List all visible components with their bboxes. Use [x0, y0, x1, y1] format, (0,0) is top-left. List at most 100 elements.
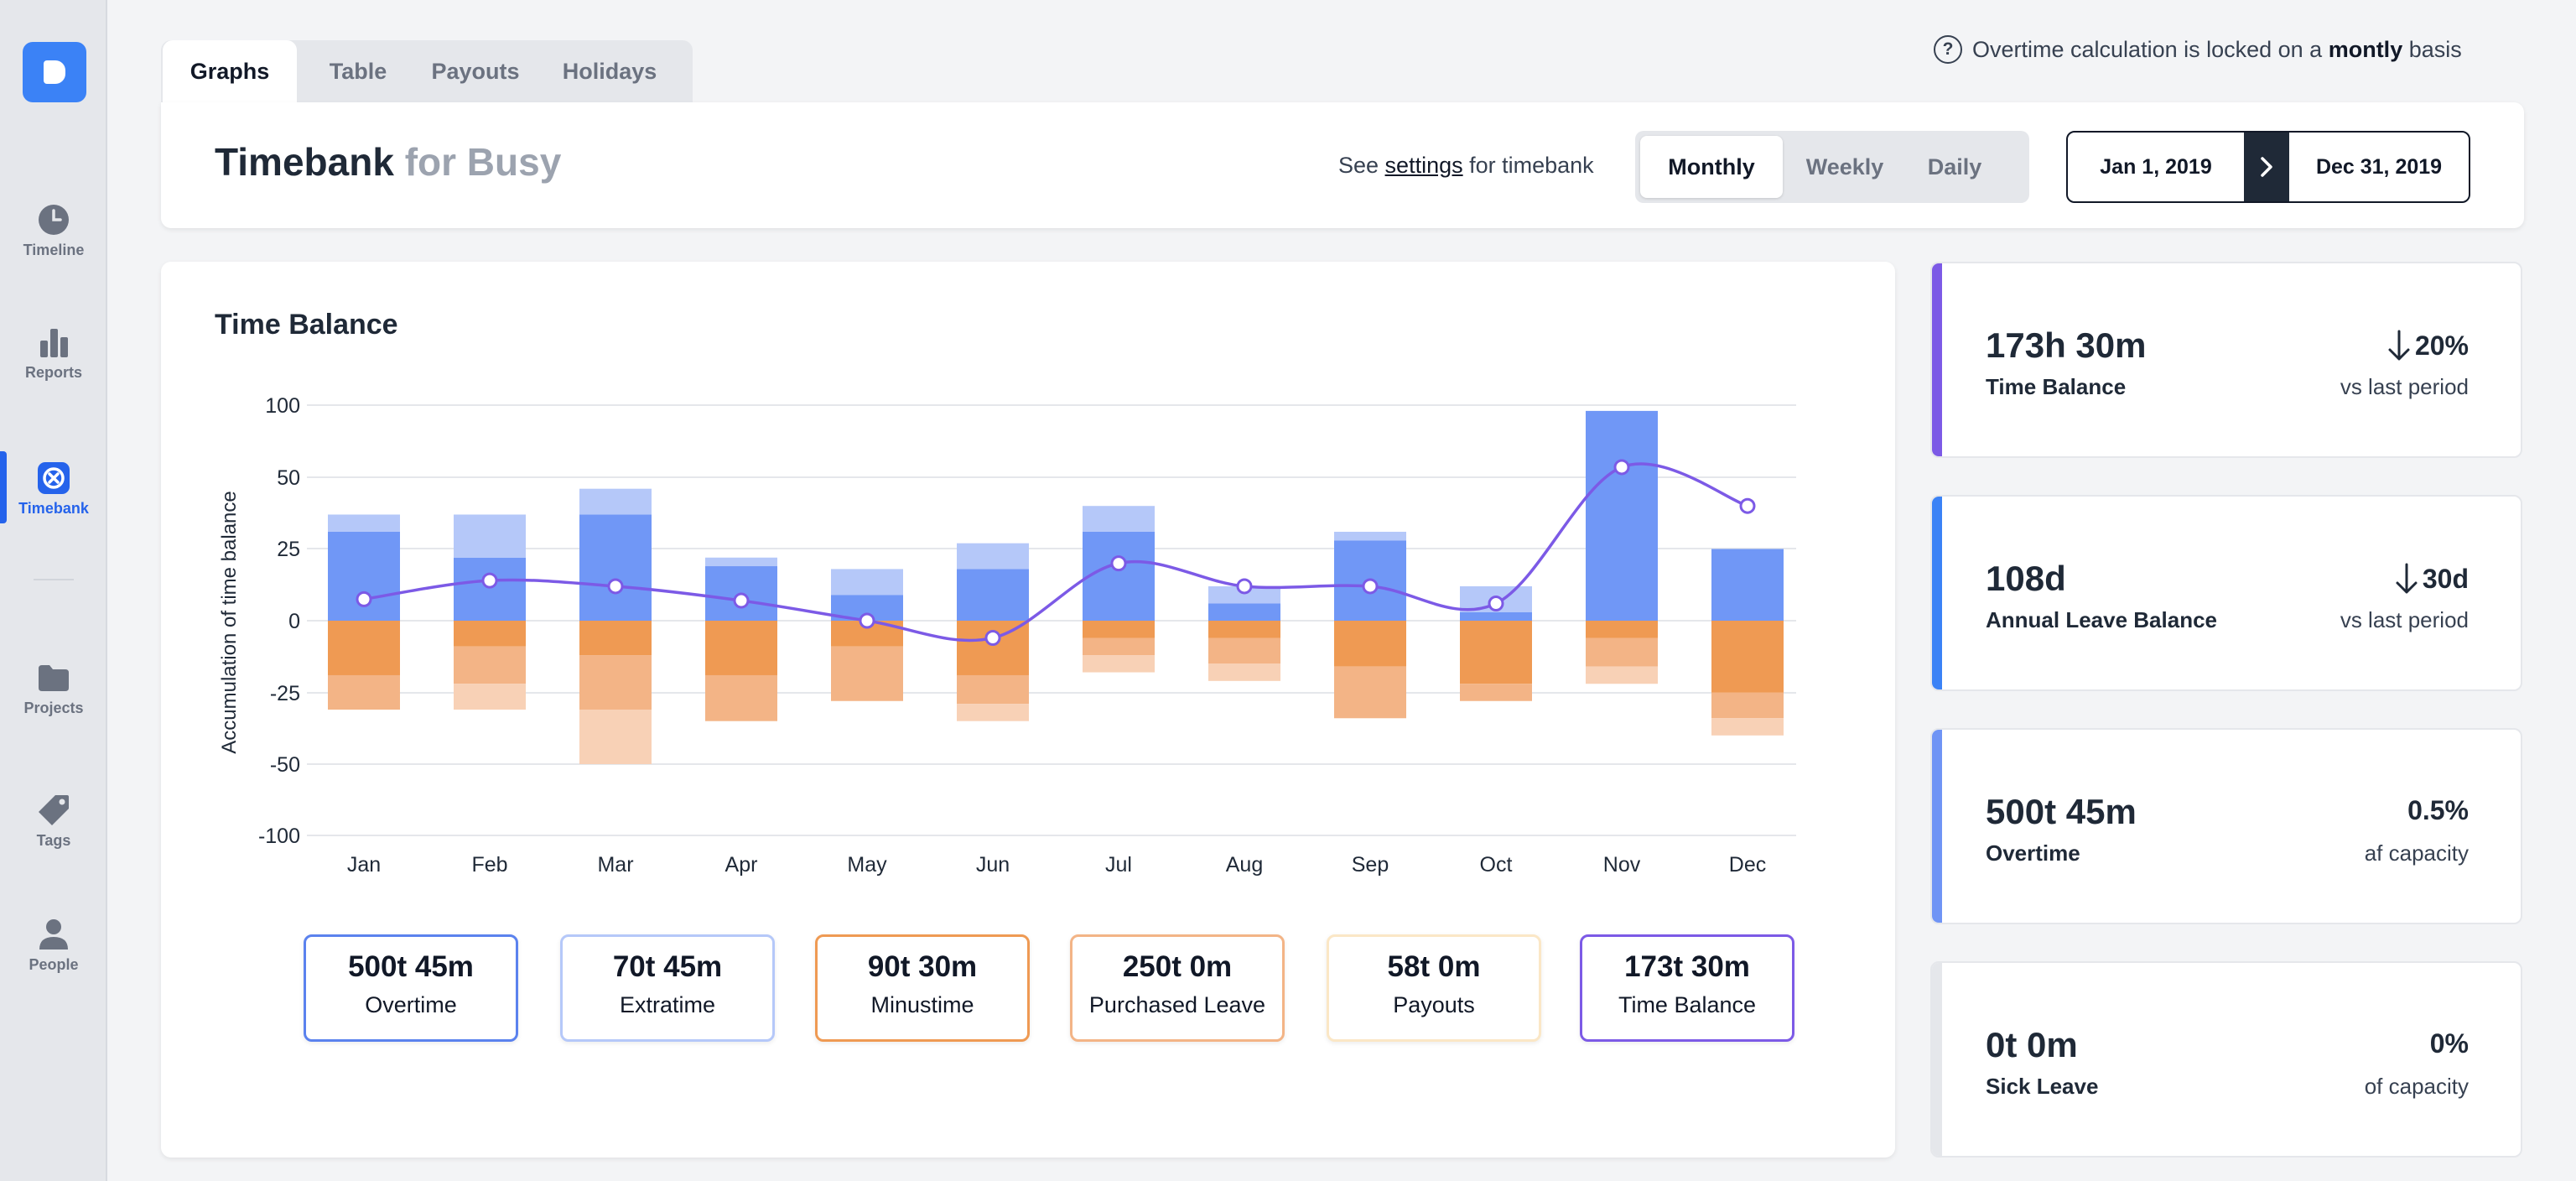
sidebar-item-timebank[interactable]: Timebank — [0, 451, 107, 545]
bar-extratime — [454, 514, 526, 558]
timebank-icon — [38, 462, 70, 494]
time-balance-point — [481, 572, 498, 589]
period-daily-button[interactable]: Daily — [1927, 154, 1982, 179]
legend-minustime[interactable]: 90t 30m Minustime — [815, 934, 1030, 1042]
bar-minustime — [1460, 621, 1532, 684]
tab-graphs[interactable]: Graphs — [163, 40, 297, 102]
time-balance-point — [1110, 555, 1127, 572]
notice-text: Overtime calculation is locked on a — [1972, 36, 2329, 62]
time-balance-point — [859, 612, 875, 629]
bar-purchased-leave — [957, 674, 1029, 705]
bar-overtime — [1460, 611, 1532, 621]
legend-value: 500t 45m — [348, 950, 474, 983]
x-tick-label: Aug — [1226, 853, 1263, 877]
legend-value: 250t 0m — [1122, 950, 1233, 983]
sidebar-item-tags[interactable]: Tags — [0, 785, 107, 877]
legend-label: Overtime — [365, 992, 457, 1017]
tag-icon — [39, 795, 69, 825]
tab-table[interactable]: Table — [329, 59, 387, 84]
time-balance-point — [1362, 578, 1379, 595]
date-end[interactable]: Dec 31, 2019 — [2315, 155, 2443, 179]
logo-icon — [44, 60, 65, 84]
bar-extratime — [328, 514, 400, 532]
bar-purchased-leave — [1208, 637, 1280, 664]
legend-purchased-leave[interactable]: 250t 0m Purchased Leave — [1070, 934, 1285, 1042]
bar-chart-icon — [40, 329, 68, 357]
sidebar-item-label: Timebank — [18, 500, 89, 517]
legend-extratime[interactable]: 70t 45m Extratime — [560, 934, 775, 1042]
bar-minustime — [1711, 621, 1784, 693]
bar-extratime — [1208, 585, 1280, 604]
stat-delta: 30d — [2394, 562, 2469, 596]
tab-payouts[interactable]: Payouts — [431, 59, 520, 84]
overtime-notice: ? Overtime calculation is locked on a mo… — [1934, 35, 2462, 64]
stat-delta: 0% — [2430, 1028, 2469, 1059]
bar-overtime — [957, 569, 1029, 621]
legend-payouts[interactable]: 58t 0m Payouts — [1327, 934, 1541, 1042]
stat-delta-value: 0.5% — [2407, 795, 2469, 825]
x-tick-label: Jan — [347, 853, 381, 877]
legend-overtime[interactable]: 500t 45m Overtime — [304, 934, 518, 1042]
app-logo[interactable] — [23, 42, 86, 102]
stat-delta-value: 0% — [2429, 1028, 2469, 1059]
bar-purchased-leave — [705, 674, 777, 721]
time-balance-point — [1236, 578, 1253, 595]
sidebar-item-label: Timeline — [23, 242, 85, 258]
tab-holidays[interactable]: Holidays — [562, 59, 657, 84]
stat-compare: vs last period — [2340, 607, 2469, 632]
legend-label: Payouts — [1393, 992, 1475, 1017]
date-next-button[interactable] — [2244, 133, 2289, 201]
bar-minustime — [705, 621, 777, 675]
time-balance-point — [733, 592, 750, 609]
sidebar-item-projects[interactable]: Projects — [0, 653, 107, 745]
date-range-picker: Jan 1, 2019 Dec 31, 2019 — [2066, 131, 2470, 203]
legend-label: Minustime — [870, 992, 974, 1017]
y-tick-label: -100 — [258, 825, 300, 848]
x-tick-label: May — [847, 853, 887, 877]
sidebar-item-people[interactable]: People — [0, 909, 107, 1002]
bar-purchased-leave — [579, 655, 652, 710]
legend-time-balance[interactable]: 173t 30m Time Balance — [1580, 934, 1794, 1042]
sidebar-item-reports[interactable]: Reports — [0, 317, 107, 409]
settings-prefix: See — [1338, 153, 1385, 178]
bar-payouts — [454, 684, 526, 710]
bar-purchased-leave — [454, 646, 526, 684]
y-tick-label: -25 — [270, 682, 300, 705]
bar-minustime — [1083, 621, 1155, 638]
stat-card-sick-leave: 0t 0m Sick Leave 0% of capacity — [1930, 961, 2522, 1158]
bar-extratime — [1083, 506, 1155, 532]
stat-delta: 0.5% — [2407, 795, 2469, 826]
person-icon — [39, 919, 68, 949]
header-card: Timebank for Busy See settings for timeb… — [161, 102, 2524, 228]
sidebar-item-timeline[interactable]: Timeline — [0, 195, 107, 287]
bar-purchased-leave — [1083, 637, 1155, 656]
sidebar-item-label: People — [29, 956, 79, 973]
page-title-text: Timebank — [215, 140, 394, 184]
bar-extratime — [831, 569, 903, 596]
page-title: Timebank for Busy — [215, 139, 561, 185]
stat-delta-value: 30d — [2422, 563, 2469, 594]
stat-accent-bar — [1932, 730, 1942, 923]
bar-overtime — [1711, 549, 1784, 621]
help-icon[interactable]: ? — [1934, 35, 1962, 64]
period-toggle: Monthly Weekly Daily — [1635, 131, 2029, 203]
sidebar-divider — [34, 579, 74, 580]
legend-value: 90t 30m — [867, 950, 978, 983]
x-tick-label: Oct — [1480, 853, 1513, 877]
settings-link[interactable]: settings — [1384, 153, 1463, 178]
x-tick-label: Sep — [1352, 853, 1389, 877]
legend-label: Extratime — [619, 992, 716, 1017]
bar-minustime — [957, 621, 1029, 675]
period-weekly-button[interactable]: Weekly — [1805, 154, 1884, 179]
time-balance-point — [607, 578, 624, 595]
stat-card-time-balance: 173h 30m Time Balance 20% vs last period — [1930, 262, 2522, 458]
bar-minustime — [579, 621, 652, 656]
y-tick-label: 100 — [265, 394, 300, 418]
stat-value: 108d — [1986, 559, 2066, 598]
bar-purchased-leave — [1586, 637, 1658, 667]
period-monthly-button[interactable]: Monthly — [1640, 136, 1783, 198]
sidebar: Timeline Reports Timebank Projects Tags … — [0, 0, 107, 1181]
arrow-down-icon — [2388, 330, 2410, 361]
date-start[interactable]: Jan 1, 2019 — [2100, 155, 2212, 179]
bar-minustime — [1334, 621, 1406, 667]
